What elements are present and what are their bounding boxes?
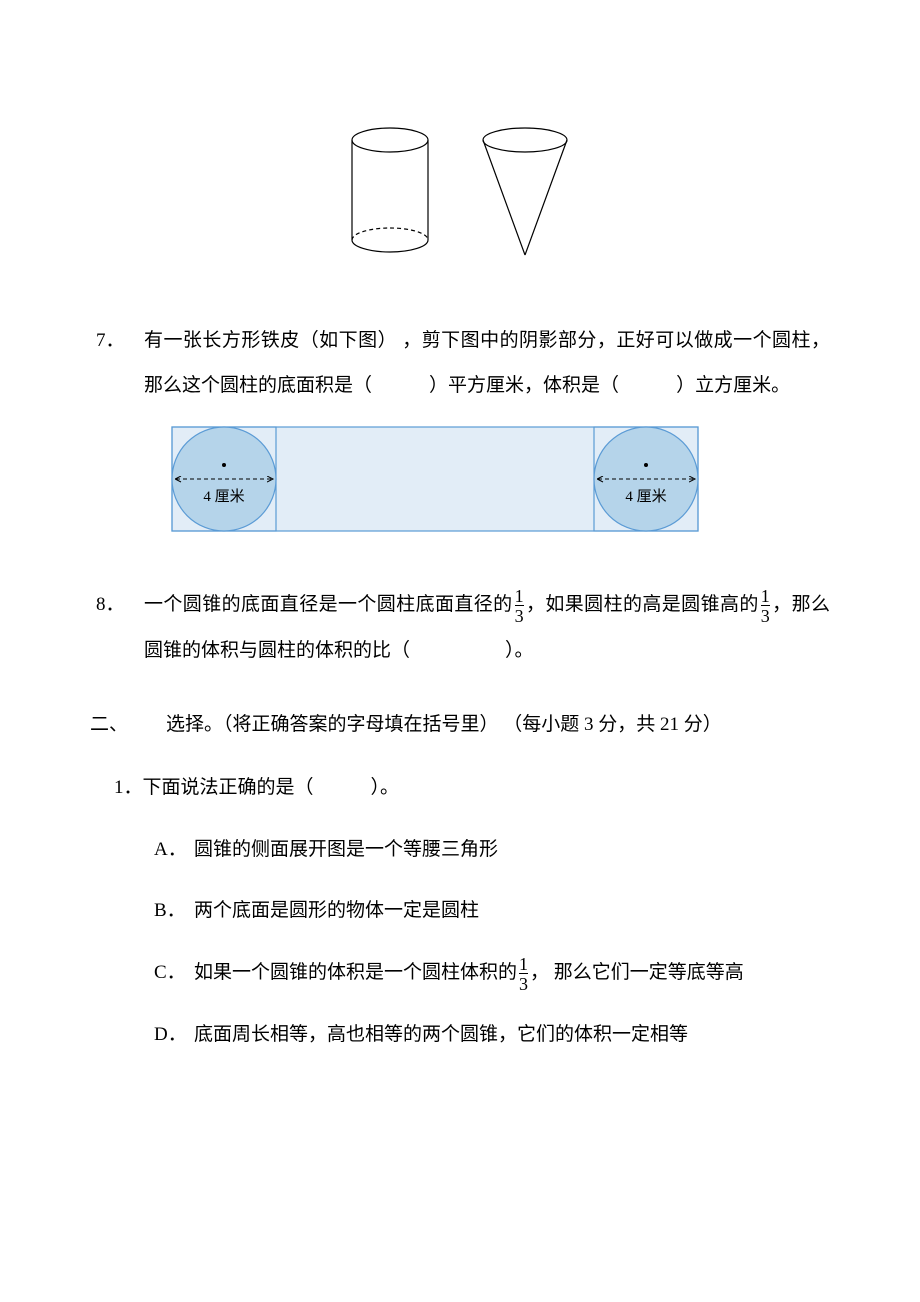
section-2-header: 二、 选择。（将正确答案的字母填在括号里） （每小题 3 分，共 21 分） — [90, 702, 830, 748]
q7-blank-1 — [372, 363, 429, 409]
question-8: 8． 一个圆锥的底面直径是一个圆柱底面直径的13，如果圆柱的高是圆锥高的13，那… — [90, 582, 830, 673]
s2q1-stem-b: ）。 — [371, 777, 400, 798]
q8-frac-2: 13 — [761, 587, 770, 625]
option-letter: C． — [154, 950, 194, 996]
q8-text-d: ）。 — [505, 640, 534, 661]
section-2-title: 选择。（将正确答案的字母填在括号里） （每小题 3 分，共 21 分） — [166, 702, 830, 748]
q7-label-right: 4 厘米 — [625, 488, 666, 505]
option-letter: D． — [154, 1012, 194, 1058]
s2q1-option-c: C． 如果一个圆锥的体积是一个圆柱体积的13， 那么它们一定等底等高 — [154, 950, 830, 996]
option-letter: B． — [154, 888, 194, 934]
optC-frac: 13 — [519, 955, 528, 993]
option-text: 如果一个圆锥的体积是一个圆柱体积的13， 那么它们一定等底等高 — [194, 950, 830, 996]
question-7: 7． 有一张长方形铁皮（如下图） ，剪下图中的阴影部分，正好可以做成一个圆柱，那… — [90, 318, 830, 561]
s2q1-options: A． 圆锥的侧面展开图是一个等腰三角形 B． 两个底面是圆形的物体一定是圆柱 C… — [154, 827, 830, 1057]
option-letter: A． — [154, 827, 194, 873]
s2q1-option-b: B． 两个底面是圆形的物体一定是圆柱 — [154, 888, 830, 934]
q8-text-a: 一个圆锥的底面直径是一个圆柱底面直径的 — [144, 594, 513, 615]
q7-text-c: ）立方厘米。 — [676, 375, 790, 396]
q7-blank-2 — [619, 363, 676, 409]
option-text: 底面周长相等，高也相等的两个圆锥，它们的体积一定相等 — [194, 1012, 830, 1058]
q7-label-left: 4 厘米 — [203, 488, 244, 505]
q8-number: 8． — [90, 582, 144, 673]
q8-blank — [410, 628, 505, 674]
q8-body: 一个圆锥的底面直径是一个圆柱底面直径的13，如果圆柱的高是圆锥高的13，那么圆锥… — [144, 582, 830, 673]
s2q1-option-a: A． 圆锥的侧面展开图是一个等腰三角形 — [154, 827, 830, 873]
q7-number: 7． — [90, 318, 144, 561]
shapes-figure — [90, 120, 830, 288]
q7-body: 有一张长方形铁皮（如下图） ，剪下图中的阴影部分，正好可以做成一个圆柱，那么这个… — [144, 318, 830, 561]
s2q1-option-d: D． 底面周长相等，高也相等的两个圆锥，它们的体积一定相等 — [154, 1012, 830, 1058]
s2q1-blank — [314, 765, 371, 811]
q8-frac-1: 13 — [515, 587, 524, 625]
q7-figure: 4 厘米 4 厘米 — [170, 425, 830, 551]
option-text: 两个底面是圆形的物体一定是圆柱 — [194, 888, 830, 934]
q7-text-b: ）平方厘米，体积是（ — [429, 375, 619, 396]
s2q1-stem-a: 下面说法正确的是（ — [143, 777, 314, 798]
s2-question-1: 1．下面说法正确的是（ ）。 — [114, 765, 830, 811]
section-2-label: 二、 — [90, 702, 166, 748]
s2q1-number: 1． — [114, 777, 143, 798]
q8-text-b: ，如果圆柱的高是圆锥高的 — [526, 594, 759, 615]
option-text: 圆锥的侧面展开图是一个等腰三角形 — [194, 827, 830, 873]
